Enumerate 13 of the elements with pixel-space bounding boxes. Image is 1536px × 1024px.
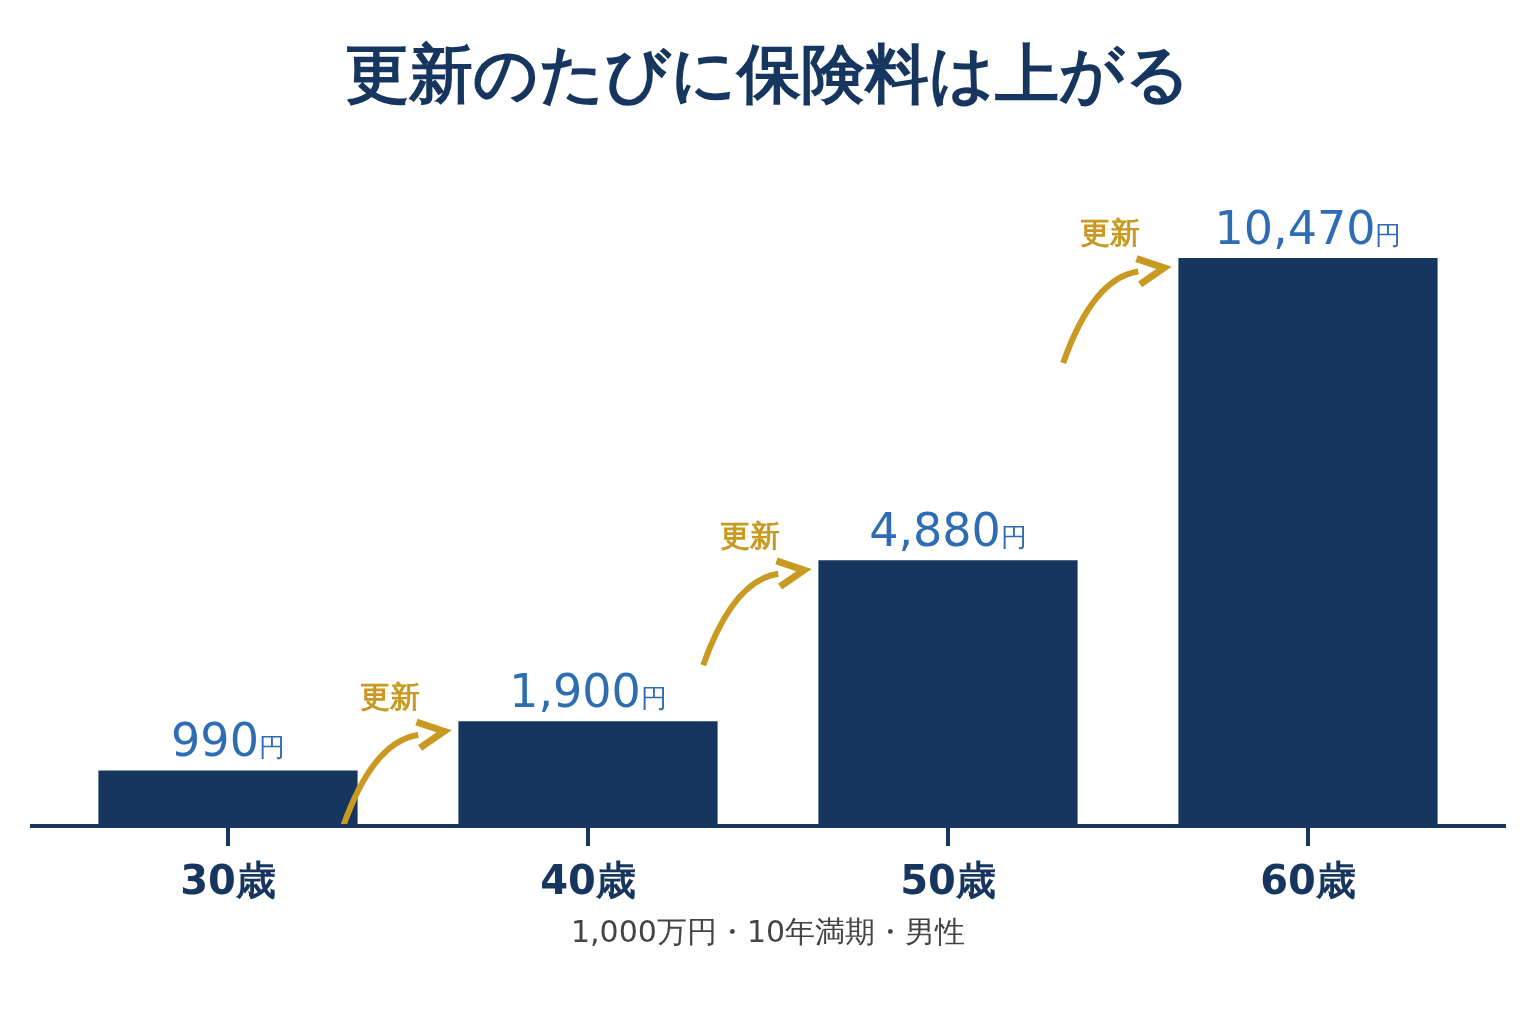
x-tick-label: 30歳 [180, 857, 276, 903]
data-label: 1,900円 [509, 664, 667, 719]
text: 更新 [1080, 215, 1140, 250]
data-label: 4,880円 [869, 503, 1027, 558]
data-label: 10,470円 [1214, 200, 1402, 255]
annotation: 更新 [360, 679, 420, 714]
x-tick-label: 40歳 [540, 857, 636, 903]
chart-title: 更新のたびに保険料は上がる [345, 37, 1191, 111]
data-label: 990円 [171, 713, 285, 768]
annotation: 更新 [720, 518, 780, 553]
text: 1,000万円・10年満期・男性 [571, 914, 966, 949]
x-tick-label: 60歳 [1260, 857, 1356, 903]
x-tick-label: 50歳 [900, 857, 996, 903]
